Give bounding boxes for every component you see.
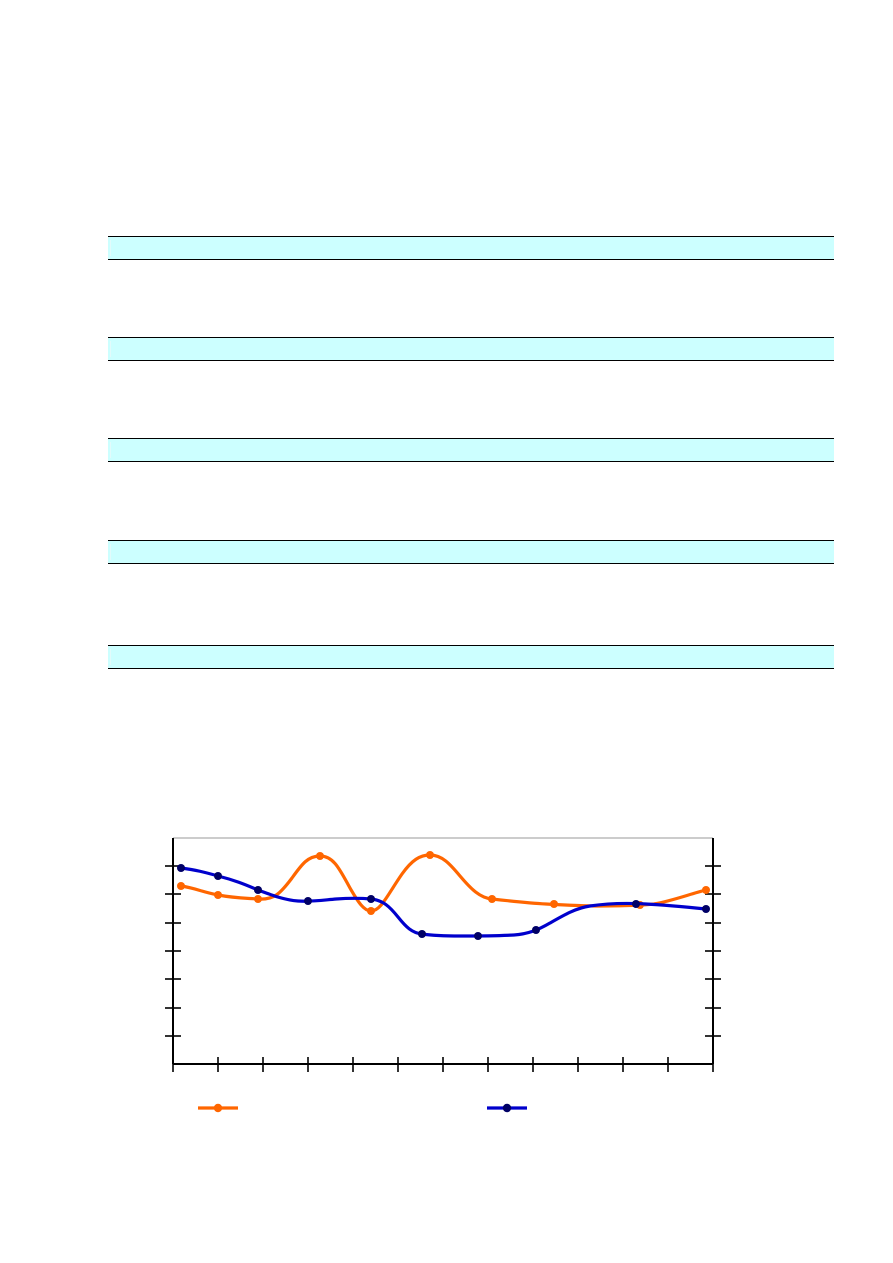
legend-marker-blue bbox=[502, 1103, 512, 1113]
section-band[interactable] bbox=[108, 540, 834, 564]
plot-area bbox=[140, 820, 750, 1140]
line-chart bbox=[140, 820, 750, 1140]
series-blue bbox=[177, 864, 710, 940]
plot-frame bbox=[172, 837, 714, 1065]
section-band[interactable] bbox=[108, 438, 834, 462]
series-blue-markers bbox=[177, 864, 710, 940]
chart-legend bbox=[198, 1103, 527, 1113]
y-axis-ticks bbox=[165, 865, 721, 1037]
section-band[interactable] bbox=[108, 337, 834, 361]
legend-item-blue[interactable] bbox=[487, 1103, 527, 1113]
x-axis-ticks bbox=[172, 1057, 714, 1072]
section-band[interactable] bbox=[108, 645, 834, 669]
series-blue-line bbox=[179, 866, 708, 938]
section-band[interactable] bbox=[108, 236, 834, 260]
legend-marker-orange bbox=[213, 1103, 223, 1113]
chart-svg bbox=[165, 837, 721, 1113]
legend-item-orange[interactable] bbox=[198, 1103, 238, 1113]
series-orange bbox=[177, 851, 710, 915]
